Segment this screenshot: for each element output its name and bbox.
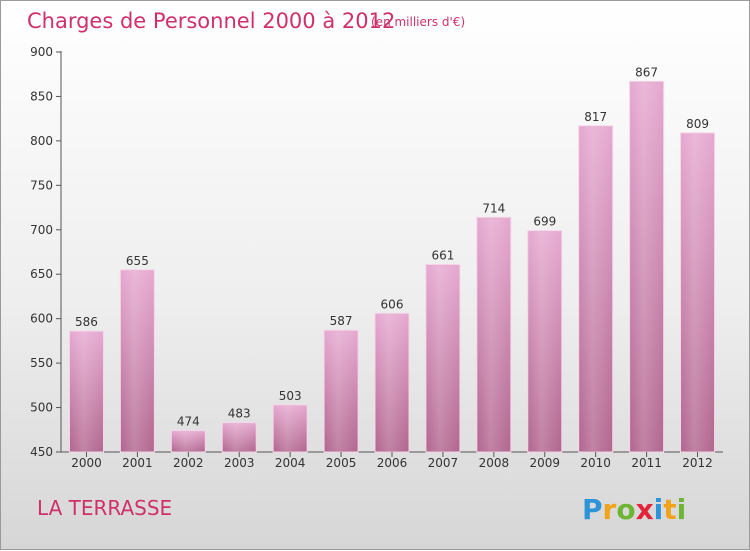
x-tick-label: 2008: [479, 456, 510, 470]
bar-highlight: [274, 405, 307, 451]
y-tick-label: 500: [30, 401, 53, 415]
bar-value-label: 503: [279, 389, 302, 403]
x-tick-label: 2005: [326, 456, 357, 470]
y-tick-label: 550: [30, 356, 53, 370]
bar-highlight: [426, 265, 459, 451]
x-tick-label: 2001: [122, 456, 153, 470]
x-tick-label: 2011: [631, 456, 662, 470]
y-tick-label: 800: [30, 134, 53, 148]
bar-value-label: 817: [584, 110, 607, 124]
bar-value-label: 714: [482, 201, 505, 215]
x-tick-label: 2000: [71, 456, 102, 470]
x-tick-label: 2010: [580, 456, 611, 470]
bar-highlight: [223, 423, 256, 451]
proxiti-logo: Proxiti: [582, 493, 686, 526]
bar-highlight: [325, 331, 358, 451]
chart-title: Charges de Personnel 2000 à 2012: [27, 9, 395, 33]
y-tick-label: 600: [30, 312, 53, 326]
bar-value-label: 586: [75, 315, 98, 329]
bar-highlight: [70, 332, 103, 451]
x-tick-label: 2003: [224, 456, 255, 470]
x-tick-label: 2002: [173, 456, 204, 470]
logo-text: Proxiti: [582, 493, 686, 526]
chart-subtitle: (en milliers d'€): [371, 15, 465, 29]
bar-value-label: 483: [228, 407, 251, 421]
y-tick-label: 450: [30, 445, 53, 459]
y-tick-label: 850: [30, 89, 53, 103]
logo-letter: t: [663, 493, 676, 526]
bar-value-label: 661: [431, 248, 454, 262]
bar-value-label: 867: [635, 65, 658, 79]
x-tick-label: 2007: [428, 456, 459, 470]
bar-value-label: 587: [330, 314, 353, 328]
bar-highlight: [172, 431, 205, 451]
bar-highlight: [528, 231, 561, 451]
y-tick-label: 650: [30, 267, 53, 281]
bar-highlight: [121, 270, 154, 451]
bar-value-label: 809: [686, 117, 709, 131]
y-tick-label: 900: [30, 45, 53, 59]
bar-value-label: 474: [177, 415, 200, 429]
bar-highlight: [376, 314, 408, 451]
logo-letter: i: [654, 493, 664, 526]
y-tick-label: 750: [30, 178, 53, 192]
logo-letter: P: [582, 493, 603, 526]
bar-value-label: 655: [126, 254, 149, 268]
logo-letter: o: [616, 493, 635, 526]
x-tick-label: 2009: [529, 456, 560, 470]
logo-letter: x: [636, 493, 654, 526]
bar-highlight: [630, 82, 663, 451]
x-tick-label: 2012: [682, 456, 713, 470]
bar-value-label: 699: [533, 215, 556, 229]
x-tick-label: 2006: [377, 456, 408, 470]
commune-name: LA TERRASSE: [37, 496, 172, 520]
bar-highlight: [477, 218, 510, 451]
bar-highlight: [579, 126, 612, 452]
y-tick-label: 700: [30, 223, 53, 237]
logo-letter: r: [603, 493, 617, 526]
bar-highlight: [681, 133, 714, 451]
bar-value-label: 606: [381, 297, 404, 311]
x-tick-label: 2004: [275, 456, 306, 470]
logo-letter: i: [677, 493, 687, 526]
